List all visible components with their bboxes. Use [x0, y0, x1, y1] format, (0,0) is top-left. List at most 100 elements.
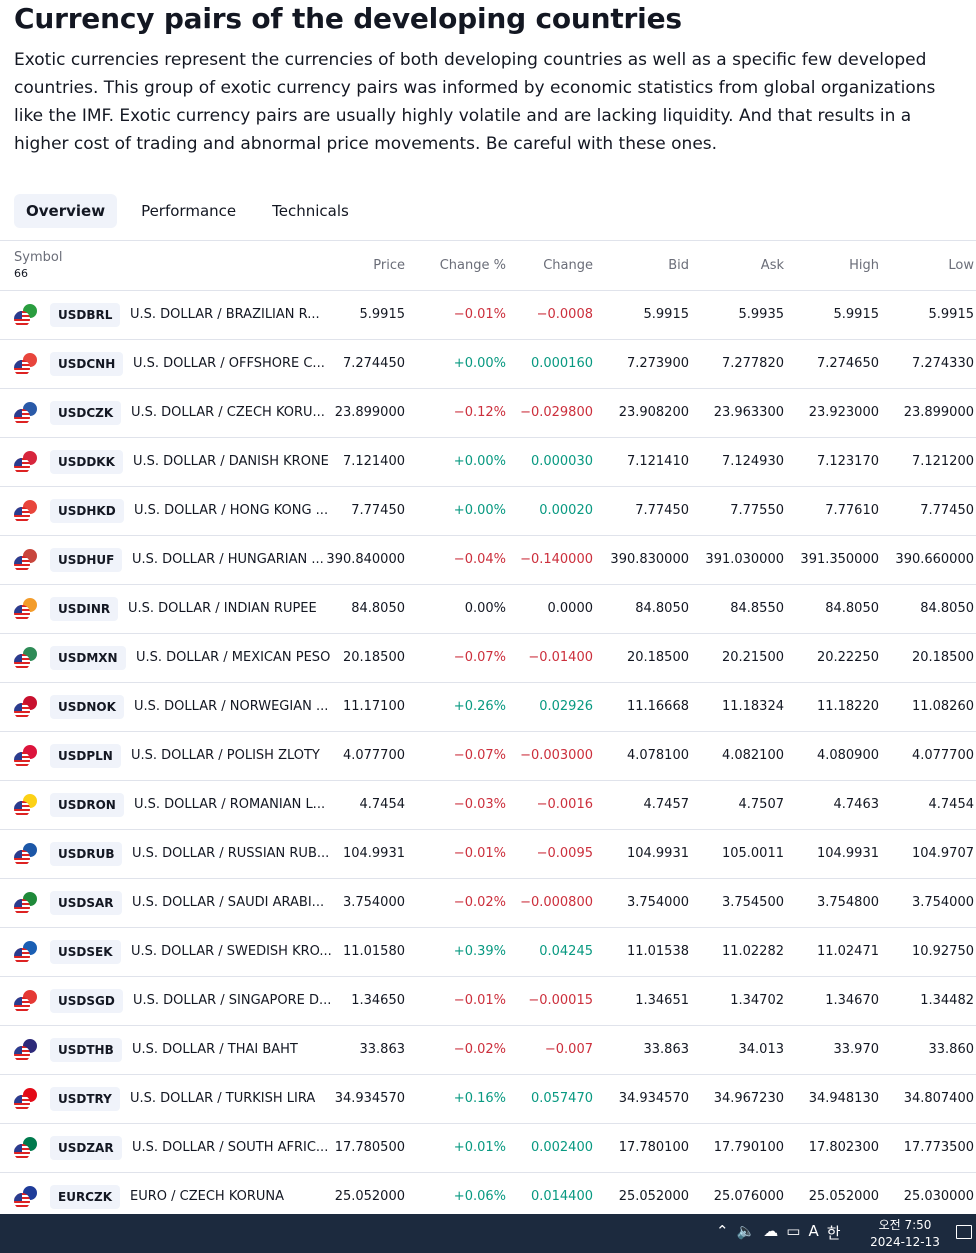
column-change[interactable]: Change — [543, 258, 593, 273]
cell-price: 1.34650 — [351, 993, 405, 1008]
column-price[interactable]: Price — [373, 258, 405, 273]
ticker-badge[interactable]: USDTHB — [50, 1038, 122, 1062]
pair-name[interactable]: U.S. DOLLAR / OFFSHORE C... — [133, 356, 325, 371]
ticker-badge[interactable]: USDDKK — [50, 450, 123, 474]
cell-change-percent: −0.03% — [453, 797, 506, 812]
cell-ask: 23.963300 — [713, 405, 784, 420]
cell-high: 11.18220 — [816, 699, 879, 714]
ticker-badge[interactable]: USDHUF — [50, 548, 123, 572]
pair-name[interactable]: U.S. DOLLAR / TURKISH LIRA — [130, 1091, 316, 1106]
cell-high: 33.970 — [833, 1042, 880, 1057]
us-flag-icon — [14, 801, 30, 817]
cell-high: 23.923000 — [808, 405, 879, 420]
cell-change: 0.02926 — [539, 699, 593, 714]
cell-change-percent: −0.07% — [453, 748, 506, 763]
pair-name[interactable]: U.S. DOLLAR / SWEDISH KRO... — [131, 944, 332, 959]
cell-change-percent: −0.01% — [453, 307, 506, 322]
pair-name[interactable]: U.S. DOLLAR / NORWEGIAN ... — [134, 699, 329, 714]
cell-bid: 1.34651 — [635, 993, 689, 1008]
ticker-badge[interactable]: USDSAR — [50, 891, 122, 915]
table-row[interactable]: USDHKD U.S. DOLLAR / HONG KONG ... 7.77450… — [0, 487, 976, 536]
table-row[interactable]: USDNOK U.S. DOLLAR / NORWEGIAN ... 11.1710… — [0, 683, 976, 732]
ticker-badge[interactable]: USDHKD — [50, 499, 124, 523]
cell-bid: 4.078100 — [626, 748, 689, 763]
cell-high: 104.9931 — [816, 846, 879, 861]
table-row[interactable]: USDSEK U.S. DOLLAR / SWEDISH KRO... 11.015… — [0, 928, 976, 977]
ticker-badge[interactable]: USDPLN — [50, 744, 121, 768]
ticker-badge[interactable]: USDSGD — [50, 989, 123, 1013]
pair-name[interactable]: U.S. DOLLAR / SOUTH AFRIC... — [132, 1140, 329, 1155]
tab-overview[interactable]: Overview — [14, 194, 118, 228]
table-row[interactable]: USDZAR U.S. DOLLAR / SOUTH AFRIC... 17.780… — [0, 1124, 976, 1173]
pair-name[interactable]: U.S. DOLLAR / HUNGARIAN ... — [132, 552, 324, 567]
ticker-badge[interactable]: USDRUB — [50, 842, 123, 866]
us-flag-icon — [14, 703, 30, 719]
ticker-badge[interactable]: USDSEK — [50, 940, 121, 964]
column-low[interactable]: Low — [948, 258, 974, 273]
table-row[interactable]: USDSGD U.S. DOLLAR / SINGAPORE D... 1.3465… — [0, 977, 976, 1026]
ticker-badge[interactable]: USDRON — [50, 793, 124, 817]
pair-name[interactable]: U.S. DOLLAR / BRAZILIAN R... — [130, 307, 320, 322]
ticker-badge[interactable]: USDTRY — [50, 1087, 120, 1111]
table-row[interactable]: USDDKK U.S. DOLLAR / DANISH KRONE 7.121400… — [0, 438, 976, 487]
pair-name[interactable]: U.S. DOLLAR / RUSSIAN RUB... — [132, 846, 330, 861]
ticker-badge[interactable]: USDNOK — [50, 695, 124, 719]
cell-ask: 7.277820 — [721, 356, 784, 371]
taskbar: ⌃ 🔈 ☁ ▭ A 한 오전 7:50 2024-12-13 — [0, 1214, 976, 1253]
table-row[interactable]: USDTRY U.S. DOLLAR / TURKISH LIRA 34.93457… — [0, 1075, 976, 1124]
pair-name[interactable]: U.S. DOLLAR / ROMANIAN L... — [134, 797, 326, 812]
cloud-icon[interactable]: ☁ — [763, 1222, 779, 1240]
cell-price: 84.8050 — [351, 601, 405, 616]
table-row[interactable]: USDRON U.S. DOLLAR / ROMANIAN L... 4.7454 −… — [0, 781, 976, 830]
pair-name[interactable]: U.S. DOLLAR / MEXICAN PESO — [136, 650, 331, 665]
pair-name[interactable]: U.S. DOLLAR / INDIAN RUPEE — [128, 601, 317, 616]
tab-technicals[interactable]: Technicals — [272, 202, 349, 220]
column-bid[interactable]: Bid — [668, 258, 689, 273]
table-row[interactable]: USDPLN U.S. DOLLAR / POLISH ZLOTY 4.077700… — [0, 732, 976, 781]
ticker-badge[interactable]: EURCZK — [50, 1185, 120, 1209]
cell-change-percent: +0.06% — [453, 1189, 506, 1204]
table-row[interactable]: USDTHB U.S. DOLLAR / THAI BAHT 33.863 −0.02… — [0, 1026, 976, 1075]
pair-name[interactable]: EURO / CZECH KORUNA — [130, 1189, 285, 1204]
pair-name[interactable]: U.S. DOLLAR / DANISH KRONE — [133, 454, 329, 469]
ticker-badge[interactable]: USDZAR — [50, 1136, 122, 1160]
ticker-badge[interactable]: USDCZK — [50, 401, 122, 425]
table-row[interactable]: USDCNH U.S. DOLLAR / OFFSHORE C... 7.27445… — [0, 340, 976, 389]
chevron-up-icon[interactable]: ⌃ — [716, 1222, 729, 1240]
ticker-badge[interactable]: USDBRL — [50, 303, 121, 327]
ticker-badge[interactable]: USDMXN — [50, 646, 126, 670]
table-row[interactable]: USDHUF U.S. DOLLAR / HUNGARIAN ... 390.840… — [0, 536, 976, 585]
tab-performance[interactable]: Performance — [141, 202, 237, 220]
table-row[interactable]: USDMXN U.S. DOLLAR / MEXICAN PESO 20.18500… — [0, 634, 976, 683]
cell-ask: 7.124930 — [721, 454, 784, 469]
us-flag-icon — [14, 997, 30, 1013]
table-row[interactable]: USDBRL U.S. DOLLAR / BRAZILIAN R... 5.9915… — [0, 291, 976, 340]
clock-date: 2024-12-13 — [870, 1235, 940, 1249]
volume-icon[interactable]: 🔈 — [736, 1222, 756, 1240]
pair-name[interactable]: U.S. DOLLAR / THAI BAHT — [132, 1042, 298, 1057]
column-ask[interactable]: Ask — [760, 258, 784, 273]
table-row[interactable]: USDCZK U.S. DOLLAR / CZECH KORU... 23.8990… — [0, 389, 976, 438]
pair-name[interactable]: U.S. DOLLAR / HONG KONG ... — [134, 503, 329, 518]
ticker-badge[interactable]: USDCNH — [50, 352, 124, 376]
column-symbol[interactable]: Symbol — [14, 250, 63, 265]
cell-change-percent: +0.26% — [453, 699, 506, 714]
network-icon[interactable]: ▭ — [786, 1222, 801, 1240]
table-row[interactable]: USDRUB U.S. DOLLAR / RUSSIAN RUB... 104.99… — [0, 830, 976, 879]
column-high[interactable]: High — [849, 258, 879, 273]
pair-name[interactable]: U.S. DOLLAR / SINGAPORE D... — [133, 993, 332, 1008]
table-row[interactable]: USDINR U.S. DOLLAR / INDIAN RUPEE 84.8050 0… — [0, 585, 976, 634]
column-change-percent[interactable]: Change % — [439, 258, 506, 273]
clock-time: 오전 7:50 — [878, 1218, 932, 1232]
cell-ask: 5.9935 — [738, 307, 785, 322]
ticker-badge[interactable]: USDINR — [50, 597, 119, 621]
pair-name[interactable]: U.S. DOLLAR / SAUDI ARABI... — [132, 895, 325, 910]
ime-korean[interactable]: 한 — [826, 1224, 841, 1242]
notification-icon[interactable] — [956, 1225, 972, 1239]
clock[interactable]: 오전 7:50 2024-12-13 — [866, 1217, 944, 1251]
currency-flag-icon — [14, 1038, 40, 1062]
pair-name[interactable]: U.S. DOLLAR / POLISH ZLOTY — [131, 748, 320, 763]
ime-mode[interactable]: A — [808, 1222, 819, 1240]
table-row[interactable]: USDSAR U.S. DOLLAR / SAUDI ARABI... 3.7540… — [0, 879, 976, 928]
pair-name[interactable]: U.S. DOLLAR / CZECH KORU... — [131, 405, 325, 420]
